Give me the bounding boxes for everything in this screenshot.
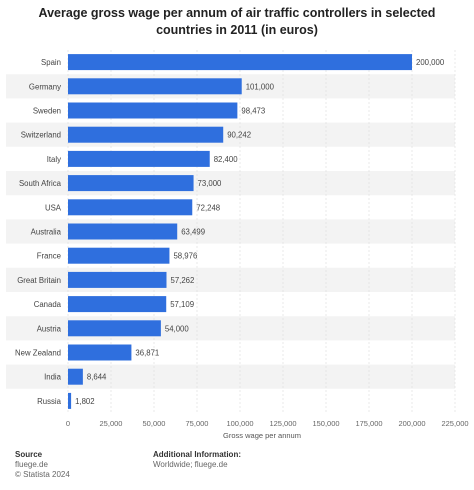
category-label: Sweden <box>33 107 61 116</box>
value-label: 1,802 <box>75 397 95 406</box>
copyright-line: © Statista 2024 <box>15 470 70 479</box>
source-block: Source fluege.de © Statista 2024 <box>15 450 70 480</box>
info-heading: Additional Information: <box>153 450 241 459</box>
bar <box>68 320 161 337</box>
value-labels: 200,000 101,000 98,473 90,242 82,400 73,000 72… <box>75 58 445 406</box>
value-label: 98,473 <box>241 107 265 116</box>
x-tick-label: 150,000 <box>312 419 339 428</box>
bar <box>68 296 167 313</box>
x-axis-label: Gross wage per annum <box>223 431 301 440</box>
value-label: 101,000 <box>246 82 275 91</box>
bar-chart: Spain Germany Sweden Switzerland Italy South … <box>6 50 469 440</box>
value-label: 57,109 <box>170 300 194 309</box>
bar <box>68 247 170 264</box>
value-label: 57,262 <box>170 276 194 285</box>
x-tick-label: 200,000 <box>398 419 425 428</box>
additional-info-block: Additional Information: Worldwide; flueg… <box>153 450 241 470</box>
x-tick-label: 175,000 <box>355 419 382 428</box>
bars <box>68 54 412 409</box>
bar <box>68 175 194 192</box>
value-label: 36,871 <box>135 349 159 358</box>
x-tick-label: 75,000 <box>186 419 209 428</box>
bar <box>68 126 224 143</box>
category-label: USA <box>45 203 62 212</box>
x-tick-label: 125,000 <box>269 419 296 428</box>
category-label: France <box>37 252 61 261</box>
x-tick-label: 25,000 <box>100 419 123 428</box>
category-labels: Spain Germany Sweden Switzerland Italy South … <box>15 58 62 406</box>
category-label: India <box>44 373 62 382</box>
chart-title: Average gross wage per annum of air traf… <box>38 6 436 37</box>
bar <box>68 344 132 361</box>
category-label: South Africa <box>19 179 62 188</box>
bar <box>68 150 210 167</box>
value-label: 8,644 <box>87 373 107 382</box>
category-label: New Zealand <box>15 349 61 358</box>
category-label: Great Britain <box>17 276 61 285</box>
category-label: Austria <box>37 324 62 333</box>
category-label: Russia <box>37 397 61 406</box>
info-line: Worldwide; fluege.de <box>153 460 228 469</box>
category-label: Germany <box>29 82 61 91</box>
value-label: 54,000 <box>165 324 190 333</box>
category-label: Switzerland <box>21 131 61 140</box>
value-label: 63,499 <box>181 228 205 237</box>
category-label: Australia <box>31 228 62 237</box>
x-tick-label: 100,000 <box>226 419 253 428</box>
value-label: 90,242 <box>227 131 251 140</box>
bar <box>68 271 167 288</box>
category-label: Italy <box>47 155 61 164</box>
bar <box>68 54 412 71</box>
bar <box>68 199 193 216</box>
bar <box>68 368 83 385</box>
bar <box>68 223 178 240</box>
bar <box>68 392 72 409</box>
x-tick-label: 50,000 <box>143 419 166 428</box>
bar <box>68 102 238 119</box>
value-label: 200,000 <box>416 58 445 67</box>
value-label: 73,000 <box>198 179 223 188</box>
source-heading: Source <box>15 450 43 459</box>
category-label: Canada <box>34 300 62 309</box>
category-label: Spain <box>41 58 61 67</box>
x-tick-label: 225,000 <box>441 419 468 428</box>
x-tick-labels: 0 25,000 50,000 75,000 100,000 125,000 150,000… <box>66 419 469 428</box>
value-label: 82,400 <box>214 155 239 164</box>
bar <box>68 78 242 95</box>
source-line: fluege.de <box>15 460 48 469</box>
x-tick-label: 0 <box>66 419 70 428</box>
value-label: 72,248 <box>196 203 220 212</box>
value-label: 58,976 <box>173 252 197 261</box>
